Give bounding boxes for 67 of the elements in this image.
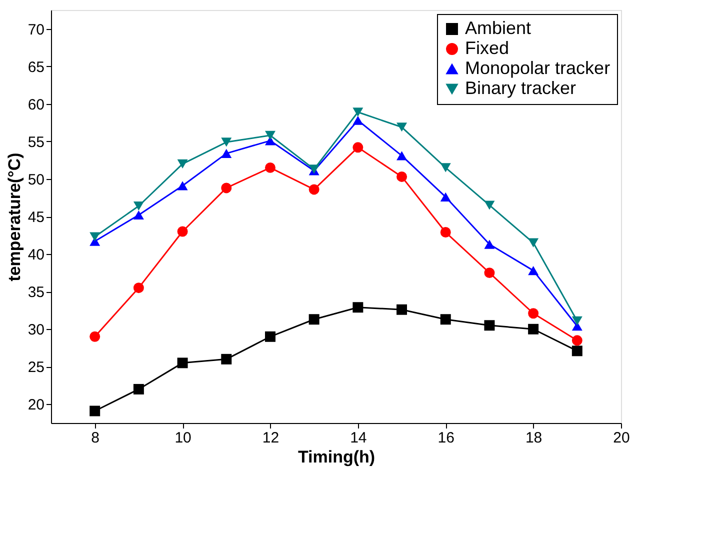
legend-label: Ambient <box>465 18 532 38</box>
point <box>440 163 451 172</box>
y-tick-label: 45 <box>28 209 44 226</box>
x-tick-label: 8 <box>91 430 100 446</box>
point <box>177 159 188 168</box>
y-tick-label: 70 <box>28 21 44 38</box>
point <box>133 282 144 294</box>
point <box>264 331 276 342</box>
y-tick-label: 60 <box>28 96 44 114</box>
point <box>528 308 539 319</box>
point <box>352 142 364 153</box>
point <box>221 148 232 158</box>
point <box>308 314 320 325</box>
x-tick-label: 10 <box>174 430 192 446</box>
x-tick-label: 20 <box>613 430 630 446</box>
legend-label: Monopolar tracker <box>465 58 610 78</box>
y-tick-label: 30 <box>28 322 44 339</box>
point <box>133 384 144 394</box>
point <box>396 171 408 182</box>
point <box>396 122 408 132</box>
point <box>440 227 451 238</box>
x-tick-label: 12 <box>262 430 280 446</box>
point <box>133 210 144 220</box>
x-axis-title: Timing(h) <box>298 448 376 466</box>
legend-label: Binary tracker <box>465 78 576 98</box>
point <box>352 108 364 117</box>
point <box>572 316 582 326</box>
point <box>177 226 188 237</box>
x-tick-label: 18 <box>525 430 542 446</box>
point <box>440 192 451 202</box>
point <box>528 266 539 276</box>
point <box>221 354 232 364</box>
x-tick-label: 16 <box>438 430 454 446</box>
point <box>396 151 408 160</box>
y-tick-label: 35 <box>28 284 44 302</box>
y-tick-label: 40 <box>28 246 44 264</box>
point <box>264 162 276 173</box>
point <box>221 138 232 147</box>
point <box>484 200 495 210</box>
point <box>528 238 539 248</box>
point <box>221 182 232 194</box>
y-tick-label: 65 <box>28 58 44 76</box>
x-tick-label: 14 <box>350 430 367 446</box>
y-tick-label: 25 <box>28 359 44 376</box>
point <box>90 406 100 416</box>
point <box>308 184 320 195</box>
point <box>484 240 495 249</box>
point <box>528 324 539 334</box>
point <box>572 335 582 346</box>
point <box>133 201 144 211</box>
y-axis-title: temperature(°C) <box>4 152 24 282</box>
point <box>396 304 408 315</box>
point <box>440 314 451 325</box>
point <box>484 268 495 278</box>
y-tick-label: 50 <box>28 171 44 188</box>
point <box>177 358 188 368</box>
y-tick-label: 55 <box>28 134 44 151</box>
y-tick-label: 20 <box>28 396 44 414</box>
point <box>352 302 364 313</box>
point <box>90 232 100 242</box>
legend-label: Fixed <box>465 38 510 58</box>
point <box>572 346 582 356</box>
point <box>484 320 495 331</box>
point <box>90 331 100 342</box>
point <box>264 130 276 140</box>
point <box>352 116 364 125</box>
point <box>177 181 188 190</box>
